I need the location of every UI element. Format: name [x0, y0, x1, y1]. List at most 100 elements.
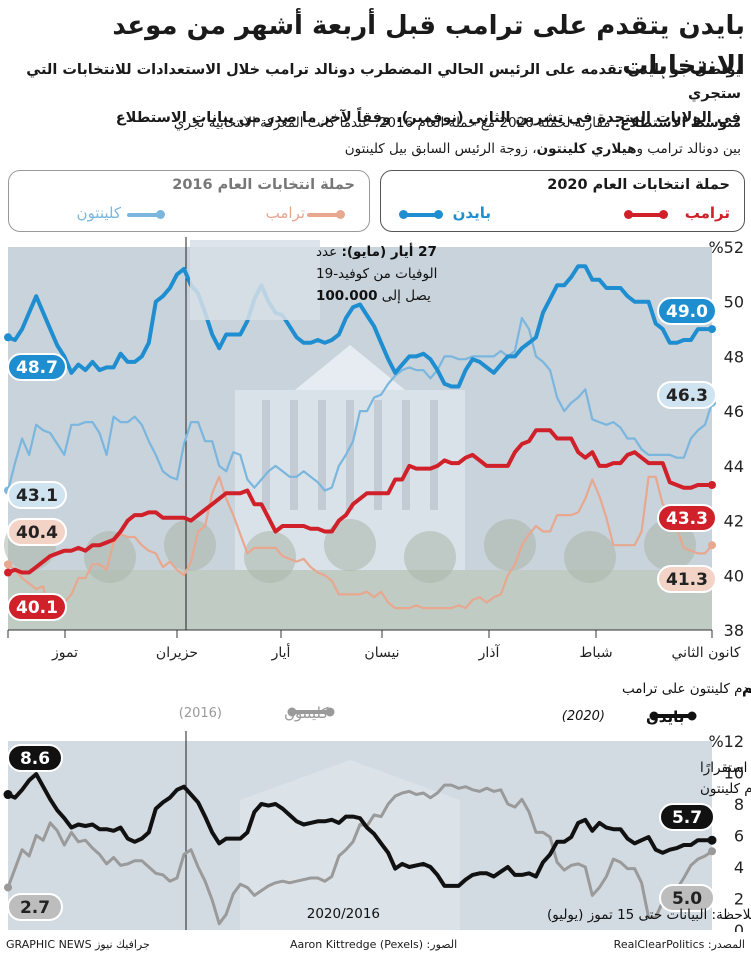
bottom-y-tick-label: 10: [724, 764, 744, 783]
lead-2020-end-dot: [707, 835, 717, 845]
backdrop-column: [346, 400, 354, 510]
bottom-y-tick-label: %12: [708, 732, 744, 751]
lead-2016-end-dot: [708, 847, 716, 856]
annotation-bg: [190, 240, 320, 320]
backdrop-column: [262, 400, 270, 510]
intro-line-1: متوسط الاستطلاع: مقارنة لحملة 2020 مع حم…: [6, 110, 741, 136]
source-name: RealClearPolitics: [613, 938, 705, 951]
lead-chart-subtitle: مقارنة بين تقدم بايدن على ترامب وتقدم كل…: [622, 681, 751, 697]
bottom-y-tick-label: 6: [734, 827, 744, 846]
legend-lead-2020-year: (2020): [562, 709, 605, 724]
legend-lead-2016-dot: [287, 707, 297, 717]
footer: المصدر: RealClearPolitics الصور: (Pexels…: [0, 932, 751, 960]
top-y-tick-label: %52: [708, 238, 744, 257]
top-x-tick-label: شباط: [579, 645, 612, 661]
legend-2020-trump-label: ترامب: [684, 204, 730, 222]
label-biden-end: 49.0: [666, 302, 708, 322]
top-y-tick-label: 48: [724, 347, 744, 366]
bottom-y-tick-label: 8: [734, 795, 744, 814]
label-lead-2020-end-bg: [659, 803, 715, 831]
legend-2016-clinton-swatch: [127, 213, 161, 217]
backdrop-tree: [564, 531, 616, 583]
backdrop-tree: [404, 531, 456, 583]
top-y-tick-label: 50: [724, 293, 744, 312]
legend-2016-trump-label: ترامب: [265, 204, 305, 222]
series-start-dot: [4, 333, 12, 342]
backdrop-tree: [164, 519, 216, 571]
legend-2020-trump-dot-end: [624, 210, 633, 219]
legend-2020-biden-label: بايدن: [452, 204, 491, 222]
backdrop-tree: [484, 519, 536, 571]
footer-source: المصدر: RealClearPolitics: [614, 938, 745, 951]
label-trump2016-end: 41.3: [666, 570, 708, 590]
label-clinton-end-bg: [657, 381, 717, 409]
label-lead-2020-start-bg: [7, 744, 63, 772]
photo-credit: الصور: (Pexels) Aaron Kittredge: [290, 938, 458, 951]
label-trump2020-start: 40.1: [16, 598, 58, 618]
legend-lead-2016-dot-end: [325, 707, 335, 717]
biden-lead-2020-line: [7, 772, 712, 888]
lead-annotation-line-2: من تقدم كلينتون: [700, 781, 751, 797]
clinton-2016-line: [6, 317, 714, 492]
legend-2020-trump-dot: [659, 210, 668, 219]
top-y-tick-label: 44: [724, 457, 744, 476]
backdrop-tree: [244, 531, 296, 583]
legend-lead-2016-label: كلينتون: [284, 704, 329, 722]
label-lead-2016-start-bg: [7, 893, 63, 921]
trump-2016-line: [7, 475, 713, 621]
top-y-tick-label: 46: [724, 402, 744, 421]
label-lead-2020-end: 5.7: [672, 808, 702, 828]
intro-line2-pre: بين دونالد ترامب و: [636, 141, 741, 157]
backdrop-tree: [324, 519, 376, 571]
top-x-tick-label: تموز: [51, 645, 78, 661]
intro-line2-bold: هيلاري كلينتون: [536, 141, 637, 157]
top-y-tick-label: 38: [724, 621, 744, 640]
bottom-y-tick-label: 0: [734, 921, 744, 932]
legend-2016: حملة انتخابات العام 2016 ترامب كلينتون: [8, 170, 370, 232]
label-biden-start: 48.7: [16, 358, 58, 378]
label-trump2020-end: 43.3: [666, 509, 708, 529]
annotation-line-1: 27 أيار (مايو): عدد: [316, 243, 437, 260]
lead-annotation-line-1: تقدم بايدن أكثر استقرارًا: [700, 758, 751, 776]
legend-2020-title: حملة انتخابات العام 2020: [547, 177, 730, 193]
top-x-tick-label: آذار: [478, 644, 501, 661]
legend-2020: حملة انتخابات العام 2020 ترامب بايدن: [380, 170, 745, 232]
top-x-tick-label: كانون الثاني: [671, 645, 740, 661]
backdrop-column: [402, 400, 410, 510]
series-start-dot: [4, 560, 12, 569]
bottom-y-tick-label: 4: [734, 858, 744, 877]
label-lead-2020-start: 8.6: [20, 749, 50, 769]
label-lead-2016-start: 2.7: [20, 898, 50, 918]
lead-chart-title: متوسط التقدم: [742, 681, 751, 697]
legend-2016-clinton-dot: [156, 210, 165, 219]
clinton-lead-2016-line: [6, 783, 713, 926]
top-x-tick-label: حزيران: [156, 645, 198, 661]
source-label: المصدر:: [707, 938, 745, 951]
series-end-dot: [708, 481, 716, 490]
label-biden-end-bg: [657, 297, 717, 325]
label-trump2016-start: 40.4: [16, 523, 58, 543]
subtitle-line-2: في الولايات المتحدة في تشرين الثاني (نوف…: [115, 110, 741, 126]
intro-text: متوسط الاستطلاع: مقارنة لحملة 2020 مع حم…: [6, 110, 741, 162]
label-clinton-start-bg: [7, 481, 67, 509]
annotation-line-3: يصل إلى 100.000: [316, 288, 431, 304]
trump-2020-line: [7, 428, 712, 575]
label-trump2016-end-bg: [657, 565, 717, 593]
legend-2020-biden-dot-end: [399, 210, 408, 219]
intro-line-2: بين دونالد ترامب وهيلاري كلينتون، زوجة ا…: [6, 136, 741, 162]
intro-rest: مقارنة لحملة 2020 مع حملة العام 2016، عن…: [173, 115, 615, 131]
brand: GRAPHIC NEWS جرافيك نيوز: [6, 938, 150, 951]
series-end-dot: [708, 325, 716, 334]
top-y-tick-label: 42: [724, 512, 744, 531]
label-trump2020-start-bg: [7, 593, 67, 621]
intro-bold: متوسط الاستطلاع:: [614, 115, 741, 131]
legend-lead-2016-year: (2016): [179, 706, 222, 721]
label-lead-2016-end: 5.0: [672, 889, 702, 909]
legend-2020-trump-swatch: [630, 213, 664, 217]
brand-en: GRAPHIC NEWS: [6, 938, 92, 951]
label-clinton-start: 43.1: [16, 486, 58, 506]
label-lead-2016-end-bg: [659, 884, 715, 912]
lead-note: ملاحظة: البيانات حتى 15 تموز (يوليو): [547, 907, 751, 923]
label-trump2020-end-bg: [657, 504, 717, 532]
